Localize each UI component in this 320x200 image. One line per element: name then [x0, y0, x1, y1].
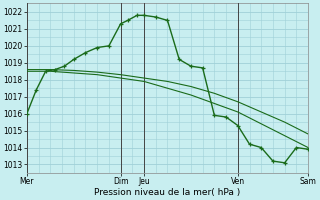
X-axis label: Pression niveau de la mer( hPa ): Pression niveau de la mer( hPa ): [94, 188, 241, 197]
